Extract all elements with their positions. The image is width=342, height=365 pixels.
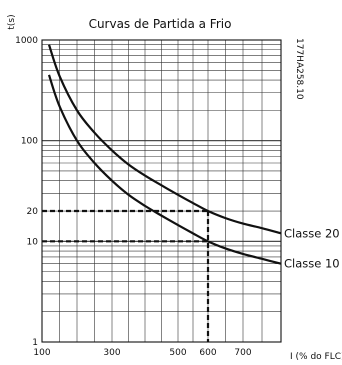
grid bbox=[41, 39, 282, 343]
y-tick-label: 100 bbox=[21, 137, 38, 147]
x-tick-label: 300 bbox=[103, 348, 120, 358]
x-axis-label: I (% do FLC) bbox=[290, 352, 342, 362]
series-line-classe-20 bbox=[47, 44, 282, 235]
plot-frame bbox=[41, 39, 282, 343]
series-label-classe-10: Classe 10 bbox=[284, 257, 340, 271]
series-curves bbox=[47, 44, 282, 265]
y-tick-label: 1 bbox=[32, 338, 38, 348]
series-label-classe-20: Classe 20 bbox=[284, 226, 340, 240]
series-labels: Classe 20 Classe 10 bbox=[284, 226, 340, 270]
x-tick-label: 500 bbox=[169, 348, 186, 358]
y-axis-label: t(s) bbox=[7, 14, 17, 29]
y-tick-label: 1000 bbox=[15, 36, 38, 46]
tick-labels: 100 300 500 600 700 1 10 20 100 1000 bbox=[15, 36, 252, 358]
x-tick-label: 700 bbox=[234, 348, 251, 358]
series-line-classe-10 bbox=[47, 74, 282, 265]
x-tick-label: 600 bbox=[199, 348, 216, 358]
y-tick-label: 10 bbox=[27, 237, 39, 247]
x-tick-label: 100 bbox=[33, 348, 50, 358]
document-code: 177HA258.10 bbox=[294, 38, 304, 100]
chart-title: Curvas de Partida a Frio bbox=[89, 17, 232, 31]
reference-lines bbox=[42, 209, 210, 342]
y-tick-label: 20 bbox=[27, 207, 39, 217]
